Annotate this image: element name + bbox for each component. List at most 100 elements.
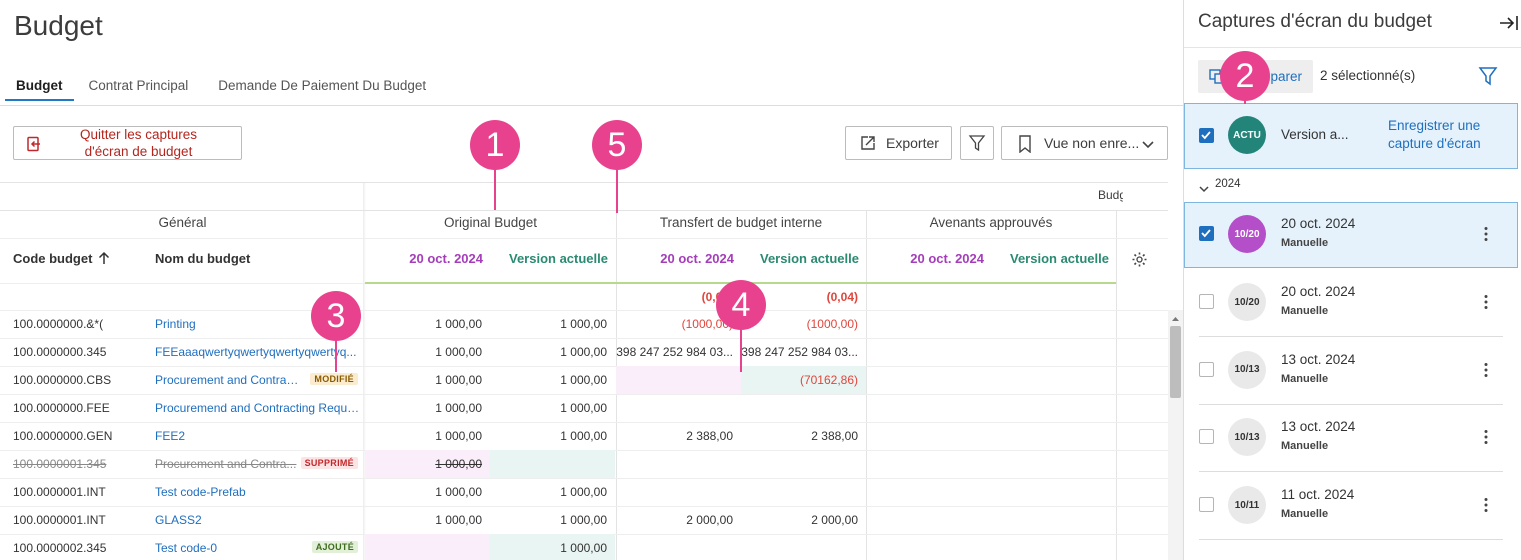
column-header: Version actuelle — [509, 251, 608, 266]
checkbox[interactable] — [1199, 497, 1214, 513]
checkbox[interactable] — [1199, 226, 1214, 241]
cell: 1 000,00 — [560, 429, 607, 443]
status-badge: SUPPRIMÉ — [300, 457, 358, 469]
selected-count: 2 sélectionné(s) — [1320, 68, 1416, 83]
frozen-shadow — [363, 183, 366, 560]
panel-filter[interactable] — [1478, 66, 1498, 91]
save-snapshot-link[interactable]: Enregistrer une capture d'écran — [1388, 118, 1481, 151]
budget-name[interactable]: FEE2 — [155, 429, 186, 443]
tab[interactable]: Contrat Principal — [88, 78, 189, 93]
close-panel[interactable] — [1499, 14, 1519, 37]
cell: 1 000,00 — [560, 345, 607, 359]
avatar: 10/13 — [1228, 418, 1266, 457]
view-select[interactable]: Vue non enre... — [1001, 126, 1168, 160]
snapshot-menu[interactable] — [1482, 497, 1490, 518]
cell: 1 000,00 — [560, 373, 607, 387]
cell — [365, 534, 490, 560]
row-line — [0, 310, 1168, 311]
column-header: Version actuelle — [1010, 251, 1109, 266]
export-label: Exporter — [886, 135, 939, 151]
settings-icon[interactable] — [1131, 251, 1148, 273]
exit-label: Quitter les captures d'écran de budget — [79, 127, 198, 159]
year-label: 2024 — [1215, 178, 1241, 190]
checkbox[interactable] — [1199, 361, 1214, 377]
budget-name: Procurement and Contra... — [155, 457, 297, 471]
row-line — [0, 338, 1168, 339]
cell: 2 388,00 — [686, 429, 733, 443]
snapshot-separator — [1199, 403, 1503, 405]
row-line — [0, 478, 1168, 479]
budget-code: 100.0000000.&*( — [13, 317, 104, 331]
group-top-label: Budget — [1098, 188, 1123, 202]
tab[interactable]: Demande De Paiement Du Budget — [218, 78, 427, 93]
cell: 1 000,00 — [435, 401, 482, 415]
divider — [0, 105, 1183, 106]
status-badge: AJOUTÉ — [311, 541, 358, 553]
view-label: Vue non enre... — [1044, 135, 1140, 151]
budget-name[interactable]: Test code-0 — [155, 541, 218, 555]
snapshot-menu[interactable] — [1482, 294, 1490, 315]
column-header: 20 oct. 2024 — [409, 251, 483, 266]
snapshot-type: Manuelle — [1281, 237, 1329, 249]
cell: 1 000,00 — [435, 513, 482, 527]
budget-name[interactable]: Procurement and Contract... — [155, 373, 300, 387]
budget-code: 100.0000002.345 — [13, 541, 107, 555]
budget-name[interactable]: Test code-Prefab — [155, 485, 246, 499]
budget-code: 100.0000000.345 — [13, 345, 107, 359]
avatar: 10/11 — [1228, 486, 1266, 525]
snapshot-date: 13 oct. 2024 — [1281, 351, 1356, 367]
column-header: Version actuelle — [760, 251, 859, 266]
export-button[interactable]: Exporter — [845, 126, 952, 160]
snapshot-menu[interactable] — [1482, 226, 1490, 247]
header-line — [0, 238, 1168, 239]
callout-line — [740, 305, 742, 372]
avatar: ACTU — [1228, 116, 1266, 154]
avatar: 10/13 — [1228, 350, 1266, 389]
tab-bar: Budget Contrat Principal Demande De Paieme… — [0, 78, 441, 101]
column-border — [866, 210, 867, 560]
group-header: Général — [158, 215, 207, 230]
checkbox[interactable] — [1199, 294, 1214, 309]
cell: 1 000,00 — [560, 513, 607, 527]
callout: 5 — [592, 120, 642, 170]
cell: 1 000,00 — [435, 317, 482, 331]
tab[interactable]: Budget — [5, 78, 74, 101]
cell: 1 000,00 — [435, 429, 482, 443]
filter-button[interactable] — [960, 126, 994, 160]
budget-name[interactable]: GLASS2 — [155, 513, 202, 527]
cell: 398 247 252 984 03... — [616, 345, 733, 359]
snapshot-type: Manuelle — [1281, 305, 1329, 317]
cell: 1 000,00 — [560, 485, 607, 499]
checkbox[interactable] — [1199, 128, 1214, 143]
exit-button[interactable]: Quitter les captures d'écran de budget — [13, 126, 242, 160]
cell: 1 000,00 — [435, 485, 482, 499]
cell: 1 000,00 — [560, 317, 607, 331]
budget-code: 100.0000000.CBS — [13, 373, 112, 387]
cell: (70162,86) — [741, 366, 866, 394]
callout-line — [494, 145, 496, 210]
snapshot-separator — [1199, 336, 1503, 337]
cell: 2 000,00 — [686, 513, 733, 527]
current-card — [1184, 103, 1518, 169]
current-label: Version a... — [1281, 127, 1349, 142]
snapshot-type: Manuelle — [1281, 372, 1329, 385]
cell: 1 000,00 — [435, 373, 482, 387]
status-badge: MODIFIÉ — [310, 373, 358, 385]
cell: 1 000,00 — [560, 401, 607, 415]
row-line — [0, 283, 365, 284]
cell: 1 000,00 — [490, 534, 615, 560]
budget-name[interactable]: Procuremend and Contracting Requir... — [155, 401, 360, 415]
column-border — [1116, 210, 1117, 560]
budget-name[interactable]: FEEaaaqwertyqwertyqwertyqwertyq... — [155, 345, 357, 359]
budget-code: 100.0000000.FEE — [13, 401, 110, 415]
budget-code: 100.0000000.GEN — [13, 429, 113, 443]
checkbox[interactable] — [1199, 429, 1214, 445]
callout-line — [616, 145, 618, 213]
snapshot-date: 13 oct. 2024 — [1281, 419, 1356, 435]
cell: 2 000,00 — [811, 513, 858, 527]
group-header: Avenants approuvés — [929, 215, 1053, 230]
snapshot-menu[interactable] — [1482, 362, 1490, 383]
snapshot-menu[interactable] — [1482, 429, 1490, 450]
group-header: Transfert de budget interne — [659, 215, 823, 230]
